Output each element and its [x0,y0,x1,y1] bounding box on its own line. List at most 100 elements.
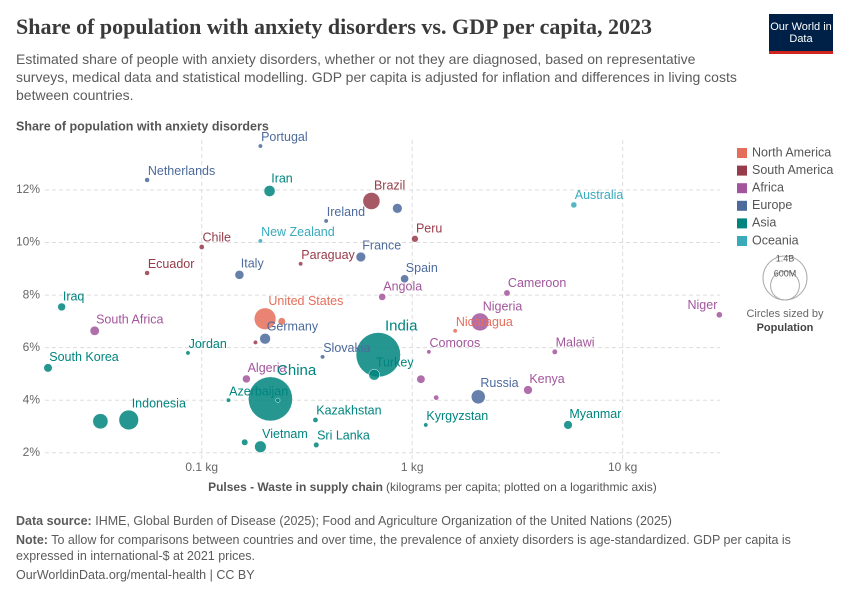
point-label: Iraq [63,289,85,303]
point-label: Paraguay [301,248,355,262]
bubble [433,394,440,401]
bubble [253,339,258,345]
bubble [198,244,205,250]
bubble [470,312,490,332]
bubble [355,251,366,263]
bubble [716,311,723,319]
bubble [248,376,293,422]
bubble [313,441,320,448]
legend-label: Oceania [752,233,799,247]
bubble [551,348,558,355]
point-label: Brazil [374,179,405,193]
bubble [368,369,380,381]
legend-swatch [737,183,747,194]
bubble [57,302,66,312]
size-legend-label: 1.4B [776,253,795,263]
point-label: Iran [271,172,293,186]
url[interactable]: OurWorldinData.org/mental-health | CC BY [16,568,255,582]
legend-swatch [737,200,747,211]
bubble [426,349,432,355]
bubble [254,307,277,330]
title: Share of population with anxiety disorde… [16,14,653,39]
x-tick-label: 1 kg [401,460,424,474]
chart: Share of population with anxiety disorde… [16,119,833,494]
bubble [298,261,304,267]
point-label: Australia [575,188,624,202]
point-label: United States [268,294,343,308]
point-label: Nigeria [483,299,523,313]
bubble [452,328,458,334]
logo-text[interactable]: Our World in Data [770,20,832,45]
bubble [320,354,326,360]
point-label: Netherlands [148,164,215,178]
bubble [416,374,426,384]
bubble [118,409,139,431]
x-tick-label: 10 kg [608,460,637,474]
bubble [254,440,267,453]
bubble [242,374,251,384]
y-tick-label: 12% [16,182,40,196]
legend-swatch [737,236,747,246]
point-label: South Africa [96,312,163,326]
point-label: Kyrgyzstan [426,409,488,423]
point-label: Italy [241,257,265,271]
bubble [362,192,381,210]
point-label: Comoros [430,336,481,350]
bubble [185,350,191,356]
legend-swatch [737,218,747,229]
bubble [277,317,286,326]
point-label: Portugal [261,130,308,144]
bubble [144,270,150,276]
point-label: Chile [203,231,232,245]
point-label: Kazakhstan [316,404,381,418]
point-label: Nicaragua [456,315,513,329]
bubble [263,185,276,197]
bubble [423,422,429,428]
note: To allow for comparisons between countri… [16,533,791,563]
bubble [563,420,573,430]
point-label: India [385,317,418,334]
bubble [378,293,387,301]
point-label: Niger [687,298,717,312]
bubble [43,363,53,373]
y-tick-label: 6% [23,340,41,354]
bubble [275,397,281,403]
source-label: Data source: [16,514,92,528]
legend-swatch [737,148,747,158]
size-legend-title: Circles sized by [746,308,824,320]
size-legend-variable: Population [757,322,814,334]
y-tick-label: 4% [23,392,41,406]
point-label: Cameroon [508,276,566,290]
y-tick-label: 8% [23,287,41,301]
point-label: Algeria [248,361,287,375]
x-axis-note: (kilograms per capita; plotted on a loga… [386,480,657,494]
size-legend-circle [770,270,800,301]
bubble [144,177,150,183]
point-label: China [277,362,317,379]
point-label: Vietnam [262,427,308,441]
legend-label: South America [752,163,833,177]
bubble [89,325,100,336]
point-label: Angola [383,280,422,294]
point-label: Peru [416,222,442,236]
point-label: South Korea [49,350,119,364]
footer: Data source: IHME, Global Burden of Dise… [16,513,816,586]
y-axis-title: Share of population with anxiety disorde… [16,119,269,133]
bubble [241,438,249,446]
point-label: Indonesia [132,396,186,410]
legend-label: Africa [752,180,784,194]
point-label: Turkey [376,356,414,370]
legend-label: Asia [752,216,776,230]
bubble [257,143,263,149]
bubble [323,218,329,224]
bubble [400,274,409,284]
logo[interactable]: Our World in Data [769,14,833,54]
bubble [92,413,109,430]
point-label: Germany [267,320,319,334]
point-label: France [362,238,401,252]
bubble [523,385,533,395]
x-tick-label: 0.1 kg [185,460,218,474]
point-label: Ireland [327,205,365,219]
bubble [259,333,271,345]
y-tick-label: 10% [16,235,40,249]
